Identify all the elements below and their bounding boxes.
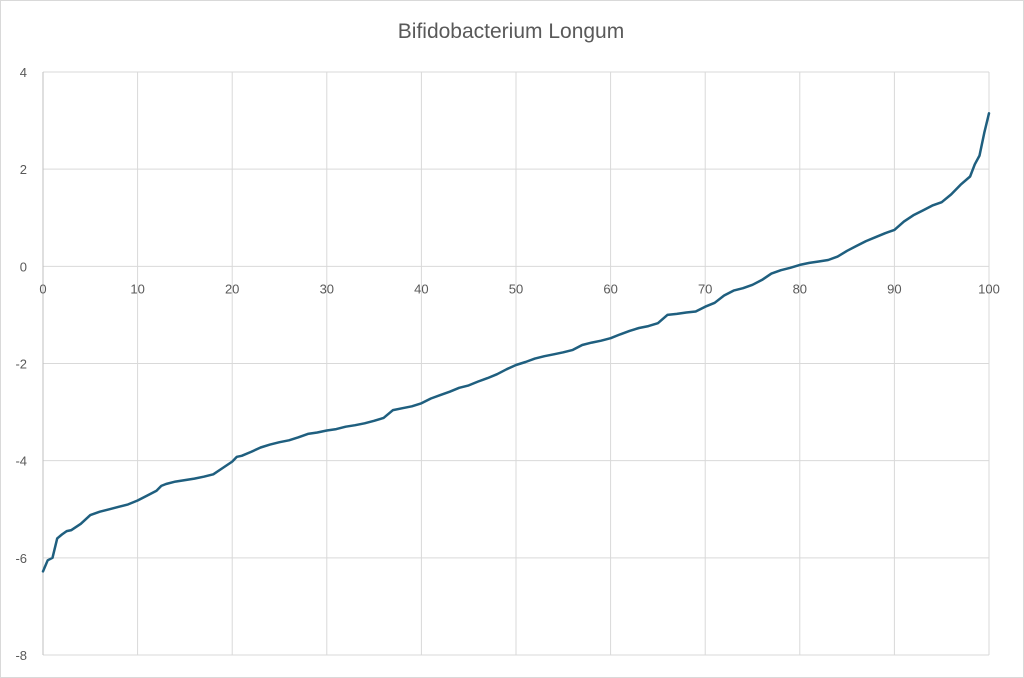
x-tick-label: 0 [39, 281, 46, 296]
chart-title: Bifidobacterium Longum [398, 20, 624, 43]
x-tick-label: 80 [793, 281, 807, 296]
y-axis-tick-labels: 4 2 0 -2 -4 -6 -8 [15, 65, 27, 663]
x-tick-label: 10 [130, 281, 144, 296]
y-tick-label: 4 [20, 65, 27, 80]
x-tick-label: 50 [509, 281, 523, 296]
x-tick-label: 20 [225, 281, 239, 296]
y-tick-label: -2 [15, 357, 27, 372]
y-tick-label: 2 [20, 162, 27, 177]
x-tick-label: 90 [887, 281, 901, 296]
x-tick-label: 100 [978, 281, 1000, 296]
x-tick-label: 30 [320, 281, 334, 296]
x-gridlines [42, 72, 990, 655]
y-tick-label: 0 [20, 259, 27, 274]
x-tick-label: 40 [414, 281, 428, 296]
x-tick-label: 60 [603, 281, 617, 296]
x-tick-label: 70 [698, 281, 712, 296]
series-line [41, 112, 991, 573]
y-tick-label: -6 [15, 551, 27, 566]
x-axis-tick-labels: 0 10 20 30 40 50 60 70 80 90 100 [39, 281, 999, 296]
y-tick-label: -4 [15, 454, 27, 469]
y-tick-label: -8 [15, 648, 27, 663]
